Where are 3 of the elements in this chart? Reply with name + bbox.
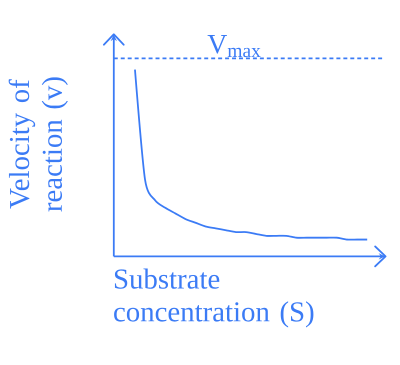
ref-line-label: V$_{max}$ bbox=[208, 35, 261, 58]
y-axis-title: Velocity of reaction (v) bbox=[8, 77, 68, 212]
x-axis-title: Substrate concentration (S) bbox=[114, 268, 314, 328]
